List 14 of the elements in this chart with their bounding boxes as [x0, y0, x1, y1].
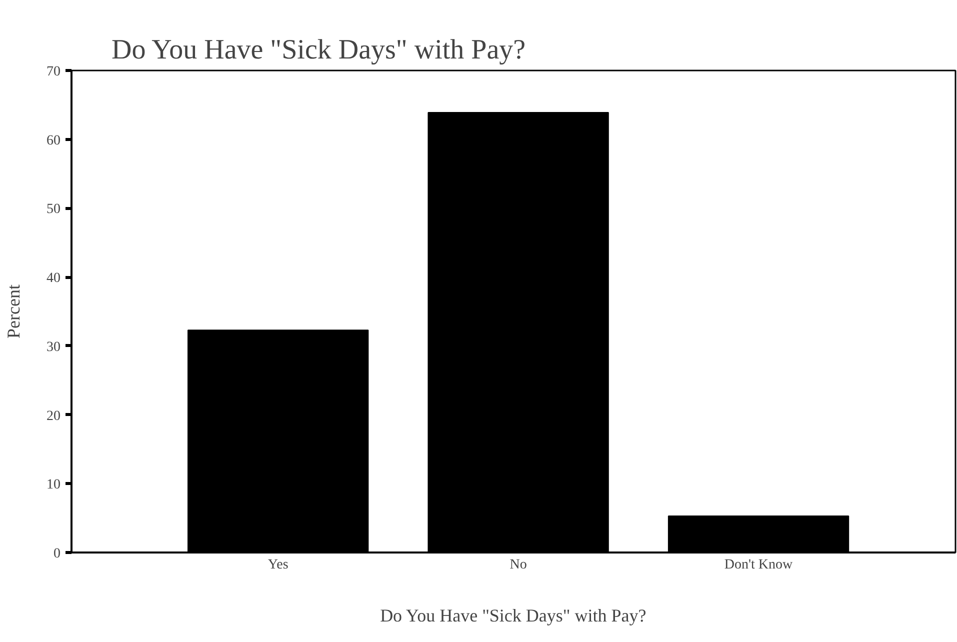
x-tick-label: Don't Know [724, 558, 794, 572]
x-axis-title: Do You Have "Sick Days" with Pay? [380, 606, 646, 626]
y-tick-label: 10 [46, 478, 60, 493]
chart-title: Do You Have "Sick Days" with Pay? [112, 34, 526, 66]
y-tick-label: 40 [46, 271, 60, 286]
y-tick-label: 70 [46, 64, 60, 80]
y-tick-label: 30 [46, 340, 60, 355]
y-tick-label: 50 [46, 202, 60, 218]
y-tick-label: 0 [54, 546, 60, 562]
x-tick-label: No [510, 558, 527, 572]
y-tick-label: 20 [46, 408, 60, 424]
y-tick-label: 60 [46, 133, 60, 148]
y-axis-title: Percent [4, 284, 24, 338]
x-tick-label: Yes [268, 558, 288, 572]
